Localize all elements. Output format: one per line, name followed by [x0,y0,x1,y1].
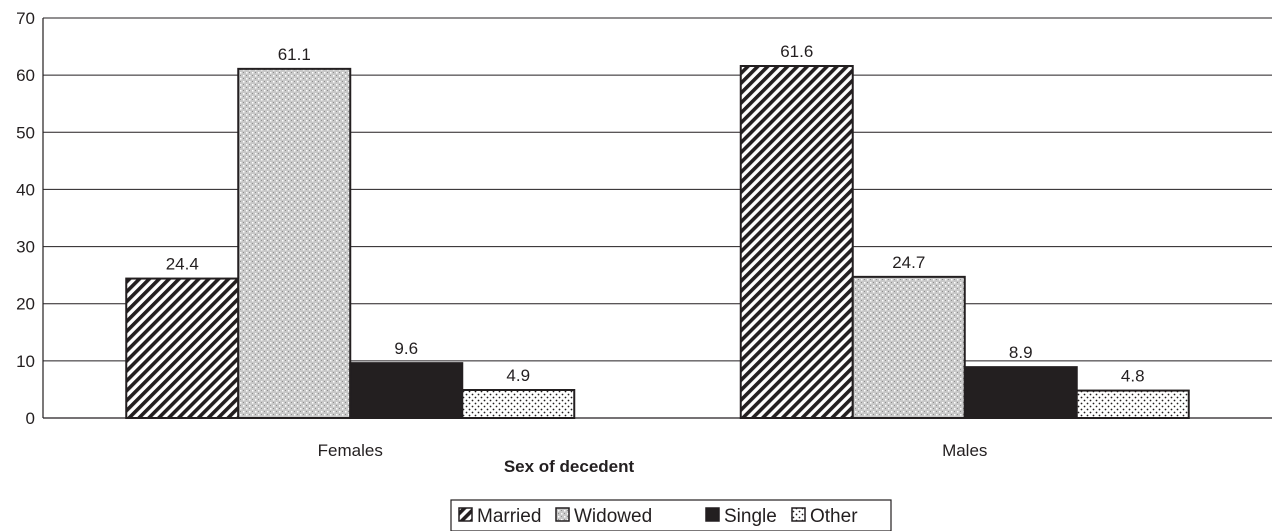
legend-label-single: Single [724,506,777,527]
data-label: 4.9 [506,366,530,385]
bar-single-males [963,366,1078,419]
legend-box [450,499,892,531]
data-label: 9.6 [394,339,418,358]
bars [125,65,1190,420]
bar-widowed-females [237,67,352,419]
data-label: 8.9 [1009,343,1033,362]
legend-label-widowed: Widowed [574,506,652,527]
y-tick-label: 10 [16,352,35,371]
bar-widowed-males [851,275,966,419]
bar-other-males [1075,389,1190,420]
bar-single-females [349,362,464,419]
y-tick-label: 70 [16,9,35,28]
legend-swatch-married [458,507,473,522]
data-label: 4.8 [1121,367,1145,386]
y-tick-labels: 0 10 20 30 40 50 60 70 [16,9,35,428]
legend-swatch-other [791,507,806,522]
y-tick-label: 30 [16,238,35,257]
y-tick-label: 40 [16,180,35,199]
x-axis-title: Sex of decedent [504,457,635,476]
y-tick-label: 20 [16,295,35,314]
value-labels: 24.4 61.1 9.6 4.9 61.6 24.7 8.9 4.8 [166,42,1145,386]
category-label: Females [318,441,383,460]
data-label: 61.6 [780,42,813,61]
bar-other-females [461,389,576,419]
legend-swatch-single [705,507,720,522]
legend-swatch-widowed [555,507,570,522]
legend-label-married: Married [477,506,541,527]
data-label: 24.7 [892,253,925,272]
y-tick-label: 50 [16,123,35,142]
legend: Married Widowed Single Other [450,499,892,531]
data-label: 61.1 [278,45,311,64]
bar-married-females [125,277,240,420]
data-label: 24.4 [166,255,199,274]
y-tick-label: 0 [26,409,35,428]
bar-married-males [739,65,854,419]
category-label: Males [942,441,987,460]
legend-label-other: Other [810,506,858,527]
y-tick-label: 60 [16,66,35,85]
category-labels: Females Males [318,441,988,460]
